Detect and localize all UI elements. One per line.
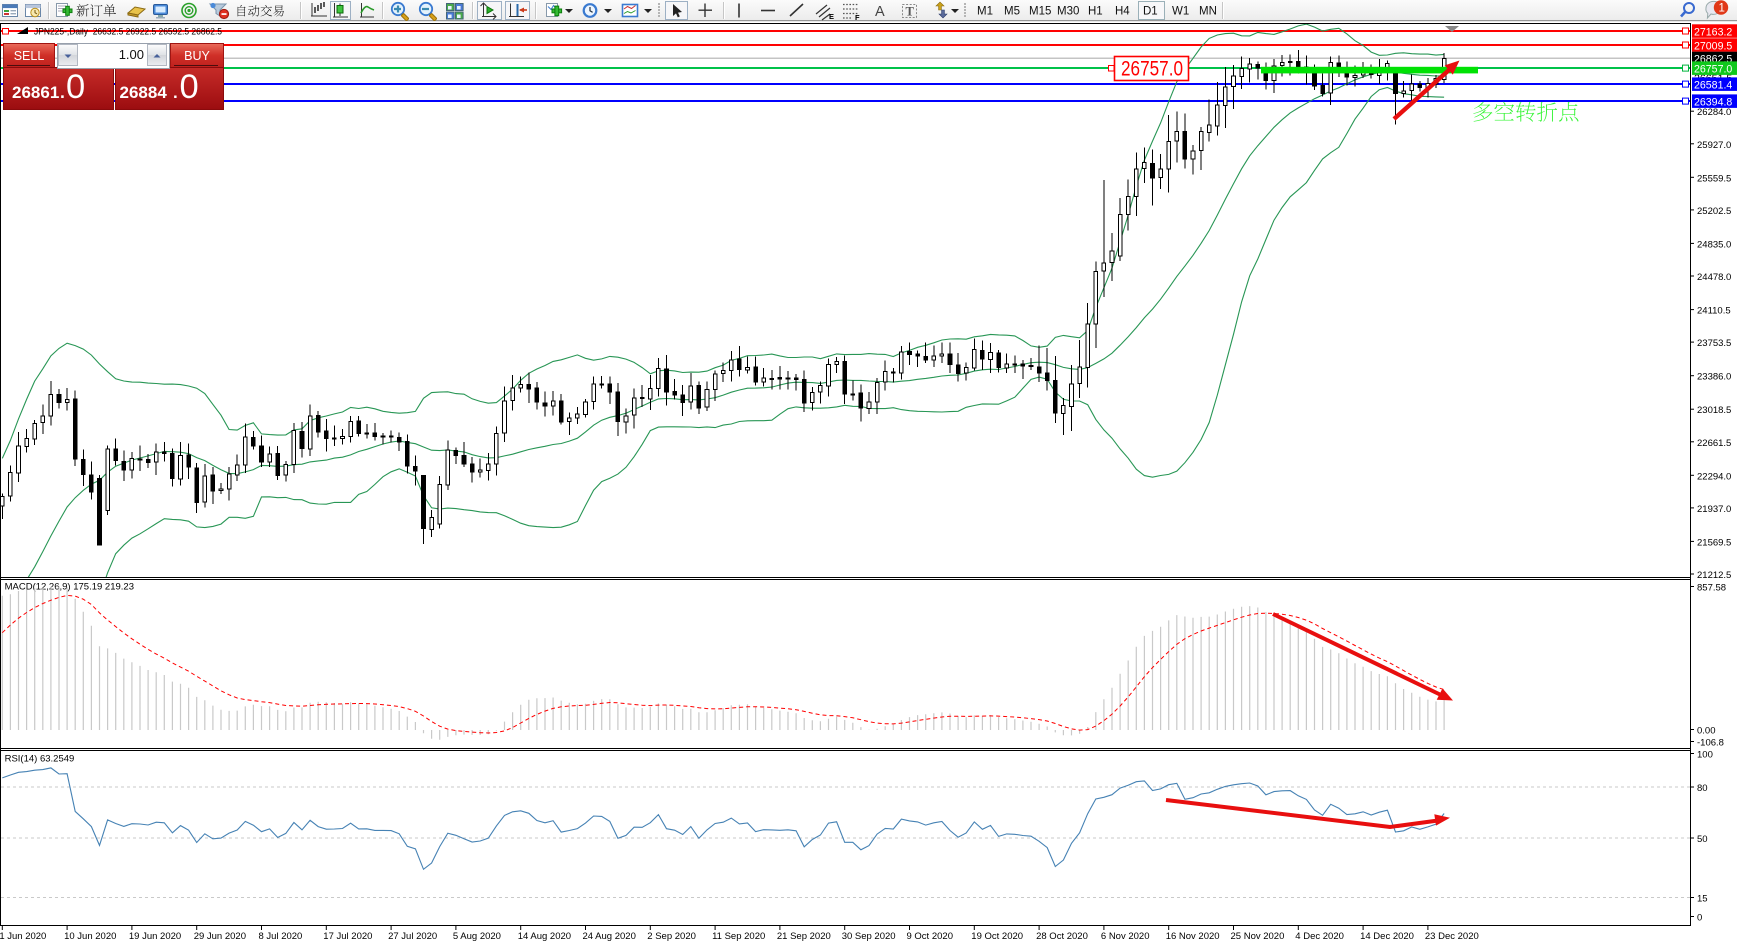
- svg-text:26862.5: 26862.5: [1694, 54, 1732, 66]
- svg-text:2 Sep 2020: 2 Sep 2020: [647, 931, 696, 942]
- svg-text:5 Aug 2020: 5 Aug 2020: [453, 931, 501, 942]
- svg-text:W1: W1: [1172, 6, 1189, 18]
- svg-text:21212.5: 21212.5: [1697, 570, 1731, 581]
- svg-text:E: E: [829, 12, 834, 21]
- svg-text:25927.0: 25927.0: [1697, 140, 1731, 151]
- svg-text:19 Oct 2020: 19 Oct 2020: [971, 931, 1023, 942]
- svg-text:6 Nov 2020: 6 Nov 2020: [1101, 931, 1150, 942]
- svg-text:25202.5: 25202.5: [1697, 206, 1731, 217]
- svg-text:0.00: 0.00: [1697, 726, 1716, 737]
- svg-text:RSI(14) 63.2549: RSI(14) 63.2549: [5, 754, 75, 765]
- svg-text:21937.0: 21937.0: [1697, 504, 1731, 515]
- svg-text:29 Jun 2020: 29 Jun 2020: [194, 931, 246, 942]
- svg-text:M1: M1: [977, 6, 993, 18]
- svg-text:15: 15: [1697, 894, 1708, 905]
- svg-text:19 Jun 2020: 19 Jun 2020: [129, 931, 181, 942]
- svg-text:1: 1: [1719, 3, 1725, 15]
- svg-text:H4: H4: [1115, 6, 1130, 18]
- svg-text:21569.5: 21569.5: [1697, 537, 1731, 548]
- svg-text:-106.8: -106.8: [1697, 738, 1724, 749]
- svg-text:26581.4: 26581.4: [1694, 79, 1732, 91]
- svg-text:100: 100: [1697, 750, 1713, 761]
- svg-text:10 Jun 2020: 10 Jun 2020: [64, 931, 116, 942]
- svg-text:23 Dec 2020: 23 Dec 2020: [1425, 931, 1479, 942]
- svg-text:857.58: 857.58: [1697, 583, 1726, 594]
- svg-text:26757.0: 26757.0: [1694, 63, 1732, 75]
- svg-text:14 Dec 2020: 14 Dec 2020: [1360, 931, 1414, 942]
- svg-text:80: 80: [1697, 783, 1708, 794]
- svg-text:23753.5: 23753.5: [1697, 338, 1731, 349]
- svg-text:9 Oct 2020: 9 Oct 2020: [907, 931, 953, 942]
- svg-text:26394.8: 26394.8: [1694, 96, 1732, 108]
- svg-text:8 Jul 2020: 8 Jul 2020: [259, 931, 303, 942]
- svg-text:21 Sep 2020: 21 Sep 2020: [777, 931, 831, 942]
- svg-text:26284.0: 26284.0: [1697, 107, 1731, 118]
- svg-text:30 Sep 2020: 30 Sep 2020: [842, 931, 896, 942]
- svg-text:D1: D1: [1143, 6, 1158, 18]
- svg-text:17 Jul 2020: 17 Jul 2020: [323, 931, 372, 942]
- svg-text:23018.5: 23018.5: [1697, 405, 1731, 416]
- svg-text:24835.0: 24835.0: [1697, 239, 1731, 250]
- svg-text:M15: M15: [1029, 6, 1051, 18]
- svg-text:28 Oct 2020: 28 Oct 2020: [1036, 931, 1088, 942]
- svg-text:16 Nov 2020: 16 Nov 2020: [1166, 931, 1220, 942]
- svg-text:22294.0: 22294.0: [1697, 471, 1731, 482]
- svg-text:F: F: [855, 13, 860, 21]
- svg-text:24478.0: 24478.0: [1697, 272, 1731, 283]
- svg-text:50: 50: [1697, 834, 1708, 845]
- svg-text:JPN225-,Daily 26632.5 26922.5: JPN225-,Daily 26632.5 26922.5 26592.5 26…: [34, 27, 222, 38]
- svg-text:27 Jul 2020: 27 Jul 2020: [388, 931, 437, 942]
- svg-text:24 Aug 2020: 24 Aug 2020: [583, 931, 636, 942]
- svg-text:A: A: [875, 4, 885, 20]
- svg-text:23386.0: 23386.0: [1697, 372, 1731, 383]
- svg-text:27163.2: 27163.2: [1694, 26, 1732, 38]
- svg-text:27009.5: 27009.5: [1694, 40, 1732, 52]
- svg-text:24110.5: 24110.5: [1697, 306, 1731, 317]
- svg-text:T: T: [906, 5, 915, 19]
- svg-text:25559.5: 25559.5: [1697, 173, 1731, 184]
- svg-text:11 Sep 2020: 11 Sep 2020: [712, 931, 765, 942]
- svg-text:14 Aug 2020: 14 Aug 2020: [518, 931, 571, 942]
- svg-text:M30: M30: [1057, 6, 1079, 18]
- svg-text:25 Nov 2020: 25 Nov 2020: [1231, 931, 1285, 942]
- svg-text:26757.0: 26757.0: [1121, 58, 1183, 81]
- svg-text:22661.5: 22661.5: [1697, 438, 1731, 449]
- svg-text:4 Dec 2020: 4 Dec 2020: [1295, 931, 1344, 942]
- svg-text:0: 0: [1697, 913, 1702, 924]
- svg-text:MN: MN: [1199, 6, 1217, 18]
- svg-text:M5: M5: [1004, 6, 1020, 18]
- svg-text:MACD(12,26,9) 175.19 219.23: MACD(12,26,9) 175.19 219.23: [5, 582, 134, 593]
- svg-text:1 Jun 2020: 1 Jun 2020: [0, 931, 46, 942]
- svg-text:H1: H1: [1088, 6, 1103, 18]
